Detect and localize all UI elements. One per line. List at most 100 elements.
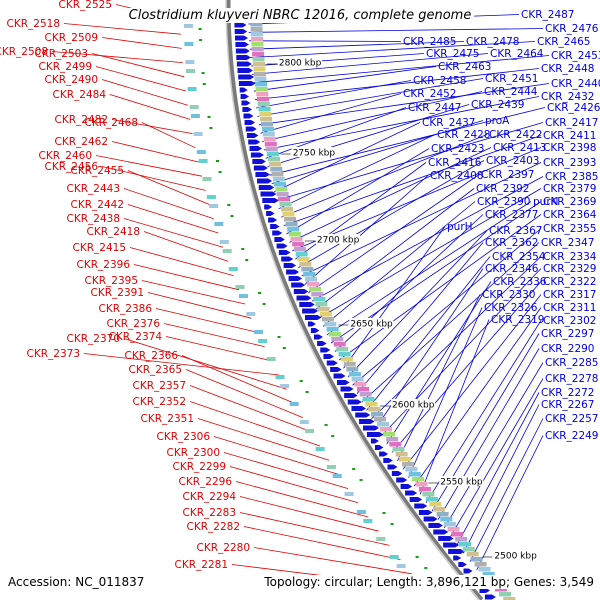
reverse-band-block <box>222 249 232 253</box>
left-leader-line <box>141 122 196 149</box>
forward-gene-arrow <box>414 503 428 509</box>
left-gene-label: CKR_2280 <box>197 542 250 554</box>
function-band-block <box>331 337 344 342</box>
left-gene-label: CKR_2468 <box>85 117 138 129</box>
forward-gene-arrow <box>326 360 338 366</box>
left-leader-line <box>197 418 330 461</box>
function-band-block <box>368 407 381 412</box>
right-leader-line <box>450 378 544 537</box>
function-band-block <box>440 517 453 522</box>
right-leader-line <box>249 40 402 42</box>
kbp-label: 2500 kbp <box>494 552 537 562</box>
reverse-band-block <box>332 474 342 478</box>
forward-gene-arrow <box>448 549 465 554</box>
forward-gene-arrow <box>391 471 403 476</box>
reverse-band-block <box>219 240 229 244</box>
function-band-block <box>402 462 415 467</box>
forward-gene-arrow <box>252 159 266 164</box>
right-gene-label: CKR_2422 <box>489 129 542 141</box>
forward-gene-arrow <box>249 146 263 151</box>
forward-gene-arrow <box>418 510 433 515</box>
function-band-block <box>459 542 471 547</box>
left-leader-line <box>95 155 202 177</box>
right-gene-label: proA <box>485 115 510 127</box>
function-band-block <box>336 347 349 352</box>
kbp-label: 2600 kbp <box>392 401 435 411</box>
function-band-block <box>270 167 283 172</box>
left-gene-label: CKR_2396 <box>77 259 131 271</box>
left-gene-label: CKR_2455 <box>71 165 124 177</box>
function-band-block <box>357 387 369 392</box>
left-gene-label: CKR_2503 <box>35 48 88 60</box>
right-gene-label: CKR_2362 <box>485 237 538 249</box>
forward-gene-arrow <box>317 341 327 346</box>
right-leader-line <box>343 226 446 369</box>
forward-gene-arrow <box>246 133 259 138</box>
right-gene-label: CKR_2452 <box>403 88 456 100</box>
right-leader-line <box>408 307 483 478</box>
right-leader-line <box>248 28 544 33</box>
right-gene-label: CKR_2346 <box>485 263 539 275</box>
function-band-block <box>474 562 487 567</box>
reverse-band-block <box>396 564 406 568</box>
left-gene-label: CKR_2460 <box>39 150 92 162</box>
reverse-band-block <box>376 537 386 541</box>
right-gene-label: CKR_2369 <box>543 196 596 208</box>
kbp-label-bg <box>391 399 436 409</box>
rna-mark <box>262 303 266 305</box>
forward-gene-arrow <box>257 178 273 184</box>
function-band-block <box>371 412 384 417</box>
left-gene-label: CKR_2518 <box>7 18 60 30</box>
right-leader-line <box>278 134 436 210</box>
forward-gene-arrow <box>235 48 250 54</box>
right-leader-line <box>308 174 480 294</box>
right-leader-line <box>271 120 484 184</box>
forward-gene-arrow <box>286 269 300 275</box>
function-band-block <box>292 242 305 247</box>
forward-gene-arrow <box>237 68 253 73</box>
forward-gene-arrow <box>250 152 264 158</box>
forward-gene-arrow <box>288 276 303 281</box>
function-band-block <box>251 47 264 52</box>
right-leader-line <box>469 418 544 562</box>
forward-gene-arrow <box>428 523 443 528</box>
reverse-band-block <box>266 357 276 361</box>
right-leader-line <box>315 188 475 310</box>
right-gene-label: CKR_2444 <box>484 86 538 98</box>
left-gene-label: CKR_2357 <box>133 380 186 392</box>
reverse-band-block <box>190 114 200 118</box>
function-band-block <box>365 402 378 407</box>
genome-backbone <box>225 0 484 600</box>
rna-mark <box>216 160 219 162</box>
left-gene-label: CKR_2376 <box>107 318 161 330</box>
right-leader-line <box>425 320 542 504</box>
forward-gene-arrow <box>276 243 288 249</box>
rna-mark <box>209 127 213 129</box>
right-gene-label: CKR_2476 <box>545 23 599 35</box>
function-band-block <box>285 222 298 227</box>
function-band-block <box>255 82 268 87</box>
rna-mark <box>207 116 211 118</box>
right-gene-label: CKR_2440 <box>551 78 600 90</box>
right-leader-line <box>366 256 491 411</box>
forward-gene-arrow <box>296 295 312 301</box>
forward-gene-arrow <box>304 315 322 320</box>
right-leader-line <box>286 148 430 235</box>
function-band-block <box>462 547 475 552</box>
right-leader-line <box>260 93 402 134</box>
right-gene-label: CKR_2426 <box>547 102 600 114</box>
right-gene-label: CKR_2379 <box>543 183 596 195</box>
reverse-band-block <box>254 330 264 334</box>
right-gene-label: CKR_2416 <box>428 157 482 169</box>
reverse-band-block <box>326 465 336 469</box>
forward-gene-arrow <box>255 172 270 177</box>
function-band-block <box>408 472 421 477</box>
right-leader-line <box>269 107 546 176</box>
rna-mark <box>424 567 428 569</box>
right-gene-label: CKR_2463 <box>438 61 491 73</box>
forward-gene-arrow <box>242 107 252 112</box>
left-leader-line <box>155 308 258 333</box>
function-band-block <box>326 327 339 332</box>
reverse-band-block <box>246 312 256 316</box>
right-gene-label: CKR_2487 <box>521 9 574 21</box>
